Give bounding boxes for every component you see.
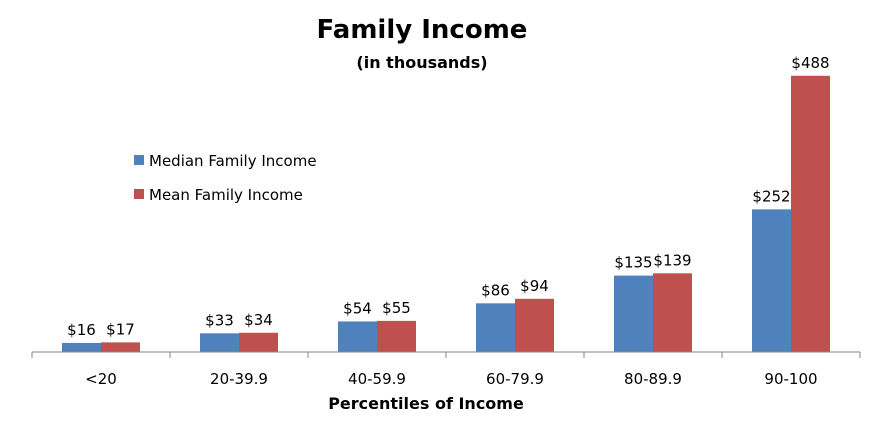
bar-median: [614, 275, 653, 352]
x-axis-title: Percentiles of Income: [328, 394, 524, 413]
bar-mean: [515, 298, 554, 352]
bar-mean: [239, 332, 278, 352]
legend-label-median: Median Family Income: [149, 152, 317, 170]
bar-mean: [653, 273, 692, 352]
x-tick-label: 20-39.9: [210, 370, 268, 388]
data-label: $54: [343, 299, 372, 317]
x-axis-ticks: [31, 352, 861, 358]
x-axis-tick-labels: <20 20-39.9 40-59.9 60-79.9 80-89.9 90-100: [85, 370, 817, 388]
legend-swatch-median: [134, 155, 144, 165]
data-label: $252: [752, 187, 790, 205]
data-label: $55: [382, 299, 411, 317]
x-tick-label: 90-100: [764, 370, 817, 388]
x-tick-label: 80-89.9: [624, 370, 682, 388]
bar-mean: [377, 320, 416, 352]
chart-title: Family Income: [317, 15, 528, 45]
data-label: $33: [205, 311, 234, 329]
data-label: $94: [520, 277, 549, 295]
data-label: $34: [244, 311, 273, 329]
bar-mean: [101, 342, 140, 352]
legend-swatch-mean: [134, 189, 144, 199]
legend-label-mean: Mean Family Income: [149, 186, 303, 204]
x-tick-label: 60-79.9: [486, 370, 544, 388]
x-tick-label: <20: [85, 370, 117, 388]
data-label: $139: [653, 251, 691, 269]
data-label: $86: [481, 281, 510, 299]
chart-subtitle: (in thousands): [356, 53, 487, 72]
bar-median: [338, 321, 377, 352]
bars-layer: [62, 75, 830, 353]
x-tick-label: 40-59.9: [348, 370, 406, 388]
bar-median: [62, 342, 101, 352]
bar-median: [752, 209, 791, 352]
bar-median: [476, 303, 515, 352]
bar-median: [200, 333, 239, 352]
data-label: $17: [106, 320, 135, 338]
legend: Median Family Income Mean Family Income: [134, 152, 317, 204]
data-label: $16: [67, 321, 96, 339]
data-label: $488: [791, 54, 829, 72]
bar-mean: [791, 75, 830, 353]
data-label: $135: [614, 254, 652, 272]
data-labels-layer: $16 $17 $33 $34 $54 $55 $86 $94 $135 $139 $252 $488: [67, 54, 829, 339]
